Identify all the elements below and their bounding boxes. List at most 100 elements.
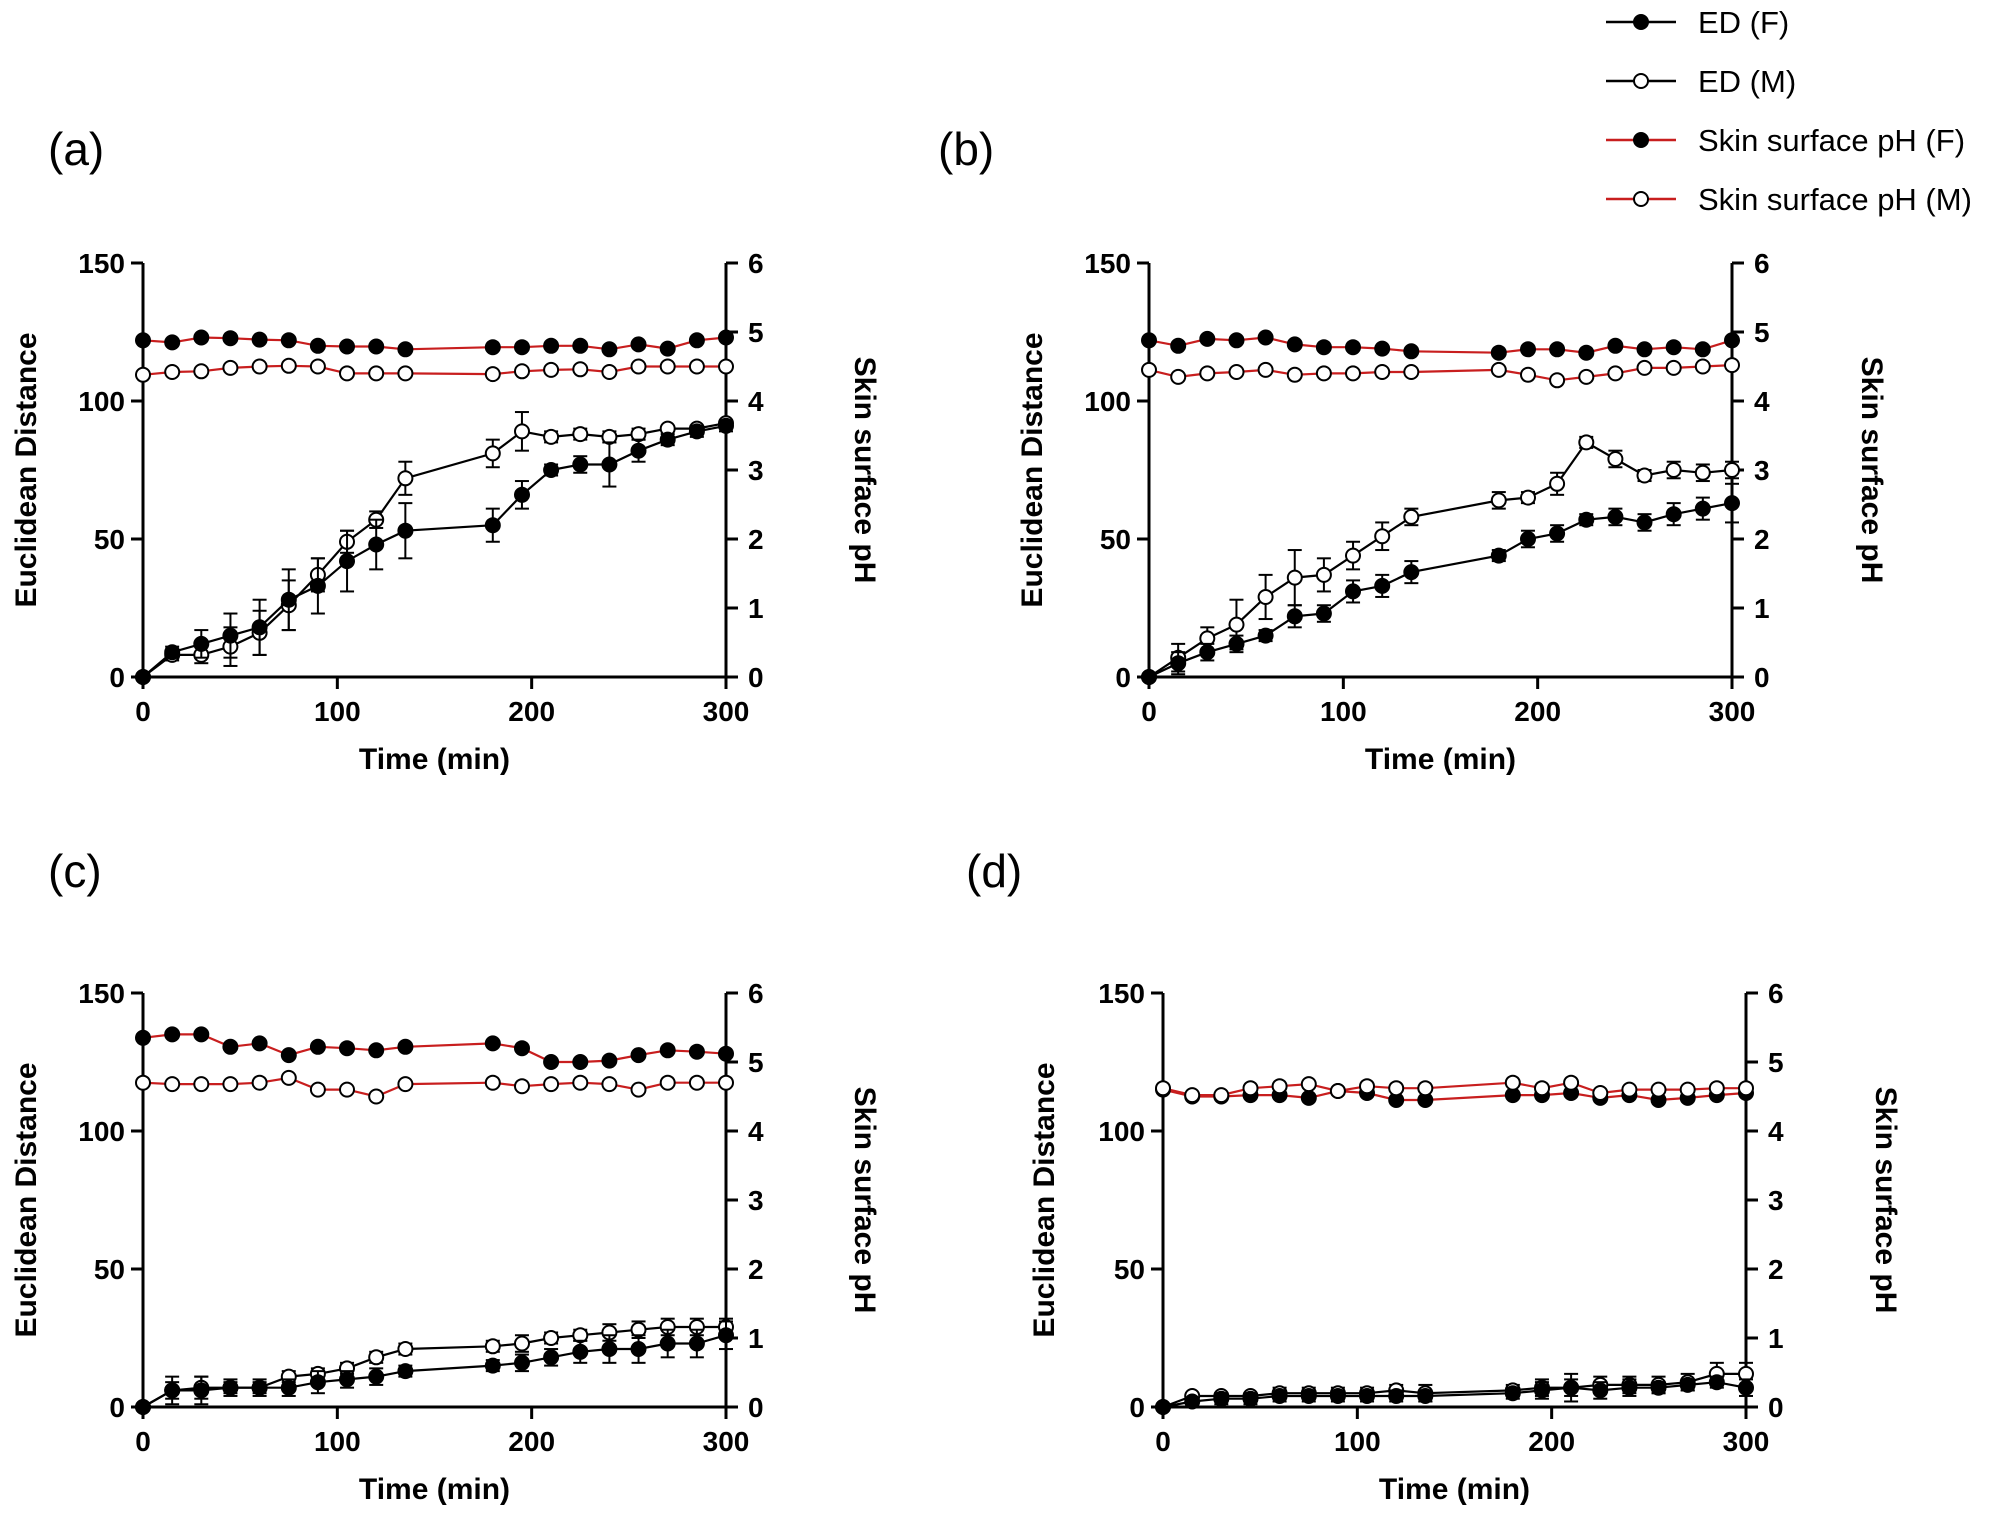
data-point [1271, 1388, 1288, 1404]
data-point [688, 1074, 705, 1091]
data-point [1738, 1080, 1754, 1097]
data-point [1228, 635, 1245, 652]
y2-axis-title: Skin surface pH [1869, 1087, 1902, 1314]
y2-tick-label: 4 [1754, 386, 1770, 417]
data-point [1403, 564, 1420, 581]
data-point [1578, 368, 1595, 385]
data-point [514, 363, 530, 380]
data-point [135, 1074, 151, 1091]
data-point [1213, 1390, 1230, 1407]
y-tick-label: 100 [78, 1116, 125, 1147]
y2-tick-label: 0 [748, 662, 764, 693]
x-tick-label: 100 [314, 696, 361, 727]
data-point [193, 635, 210, 652]
data-point [1592, 1382, 1609, 1399]
data-point [1271, 1078, 1288, 1095]
data-point [1374, 340, 1391, 357]
x-tick-label: 200 [508, 696, 555, 727]
y-tick-label: 100 [1084, 386, 1131, 417]
data-point [543, 1330, 560, 1346]
y2-tick-label: 1 [748, 1323, 764, 1354]
legend-label: Skin surface pH (F) [1698, 123, 1965, 158]
data-point [572, 426, 589, 443]
data-point [164, 334, 181, 351]
data-point [135, 669, 151, 685]
y2-tick-label: 0 [1754, 662, 1770, 693]
y2-tick-label: 5 [1768, 1047, 1784, 1078]
data-point [193, 1026, 210, 1043]
data-point [1563, 1379, 1580, 1396]
data-point [572, 1074, 589, 1091]
data-point [484, 1035, 501, 1052]
data-point [1738, 1379, 1754, 1396]
data-point [1724, 332, 1740, 349]
data-point [484, 1074, 501, 1091]
y2-axis-title: Skin surface pH [848, 1087, 881, 1314]
series-skin-surface-ph-f [135, 1026, 734, 1070]
y2-tick-label: 0 [1768, 1392, 1784, 1423]
data-point [222, 330, 239, 347]
chart-panel-4: (d) 0 50 100 150 0 1 2 3 4 5 6 0 100 200 300 Time (min) E… [966, 845, 1902, 1506]
data-point [1345, 339, 1361, 356]
x-tick-label: 0 [1155, 1426, 1171, 1457]
y2-tick-label: 4 [748, 1116, 764, 1147]
y2-tick-label: 3 [1768, 1185, 1784, 1216]
y2-tick-label: 4 [748, 386, 764, 417]
data-point [193, 363, 210, 380]
data-point [514, 486, 530, 503]
data-point [1724, 495, 1740, 512]
series-ed-m [135, 1317, 734, 1415]
data-point [1286, 336, 1303, 353]
data-point [601, 364, 618, 380]
y2-tick-label: 1 [748, 593, 764, 624]
legend-marker [1633, 132, 1649, 148]
data-point [601, 456, 618, 473]
data-point [1170, 655, 1187, 672]
y2-tick-label: 2 [748, 524, 764, 555]
data-point [630, 1081, 647, 1098]
x-axis-title: Time (min) [1379, 1473, 1530, 1506]
data-point [543, 428, 560, 445]
data-point [222, 1076, 239, 1093]
data-point [1504, 1385, 1521, 1402]
data-point [339, 365, 355, 382]
data-point [1315, 365, 1332, 382]
data-point [630, 358, 647, 375]
data-point [1534, 1382, 1550, 1399]
data-point [1242, 1390, 1259, 1407]
data-point [1184, 1087, 1201, 1104]
y2-axis-title: Skin surface pH [848, 357, 881, 584]
data-point [1403, 508, 1420, 525]
data-point [1578, 344, 1595, 361]
data-point [1607, 508, 1624, 525]
data-point [1679, 1081, 1696, 1098]
data-point [688, 423, 705, 440]
data-point [1359, 1388, 1375, 1404]
legend-marker [1633, 73, 1649, 89]
data-point [1329, 1388, 1346, 1404]
data-point [1607, 451, 1624, 467]
data-point [368, 1042, 385, 1059]
data-point [718, 1045, 734, 1062]
data-point [397, 365, 414, 382]
data-point [514, 1078, 530, 1095]
x-tick-label: 0 [1141, 696, 1157, 727]
data-point [280, 1379, 297, 1396]
data-point [1403, 343, 1420, 360]
data-point [1228, 364, 1245, 380]
data-point [309, 1374, 326, 1391]
y2-tick-label: 2 [1754, 524, 1770, 555]
data-point [309, 337, 326, 354]
data-point [1359, 1078, 1375, 1095]
data-point [368, 1088, 385, 1105]
data-point [543, 1349, 560, 1366]
x-tick-label: 100 [314, 1426, 361, 1457]
data-point [397, 1038, 414, 1055]
panel-label: (d) [966, 845, 1022, 897]
series-skin-surface-ph-f [1141, 329, 1740, 361]
y-tick-label: 150 [78, 978, 125, 1009]
data-point [1490, 547, 1507, 564]
panel-label: (b) [938, 123, 994, 175]
data-point [659, 340, 676, 357]
data-point [1665, 462, 1682, 478]
